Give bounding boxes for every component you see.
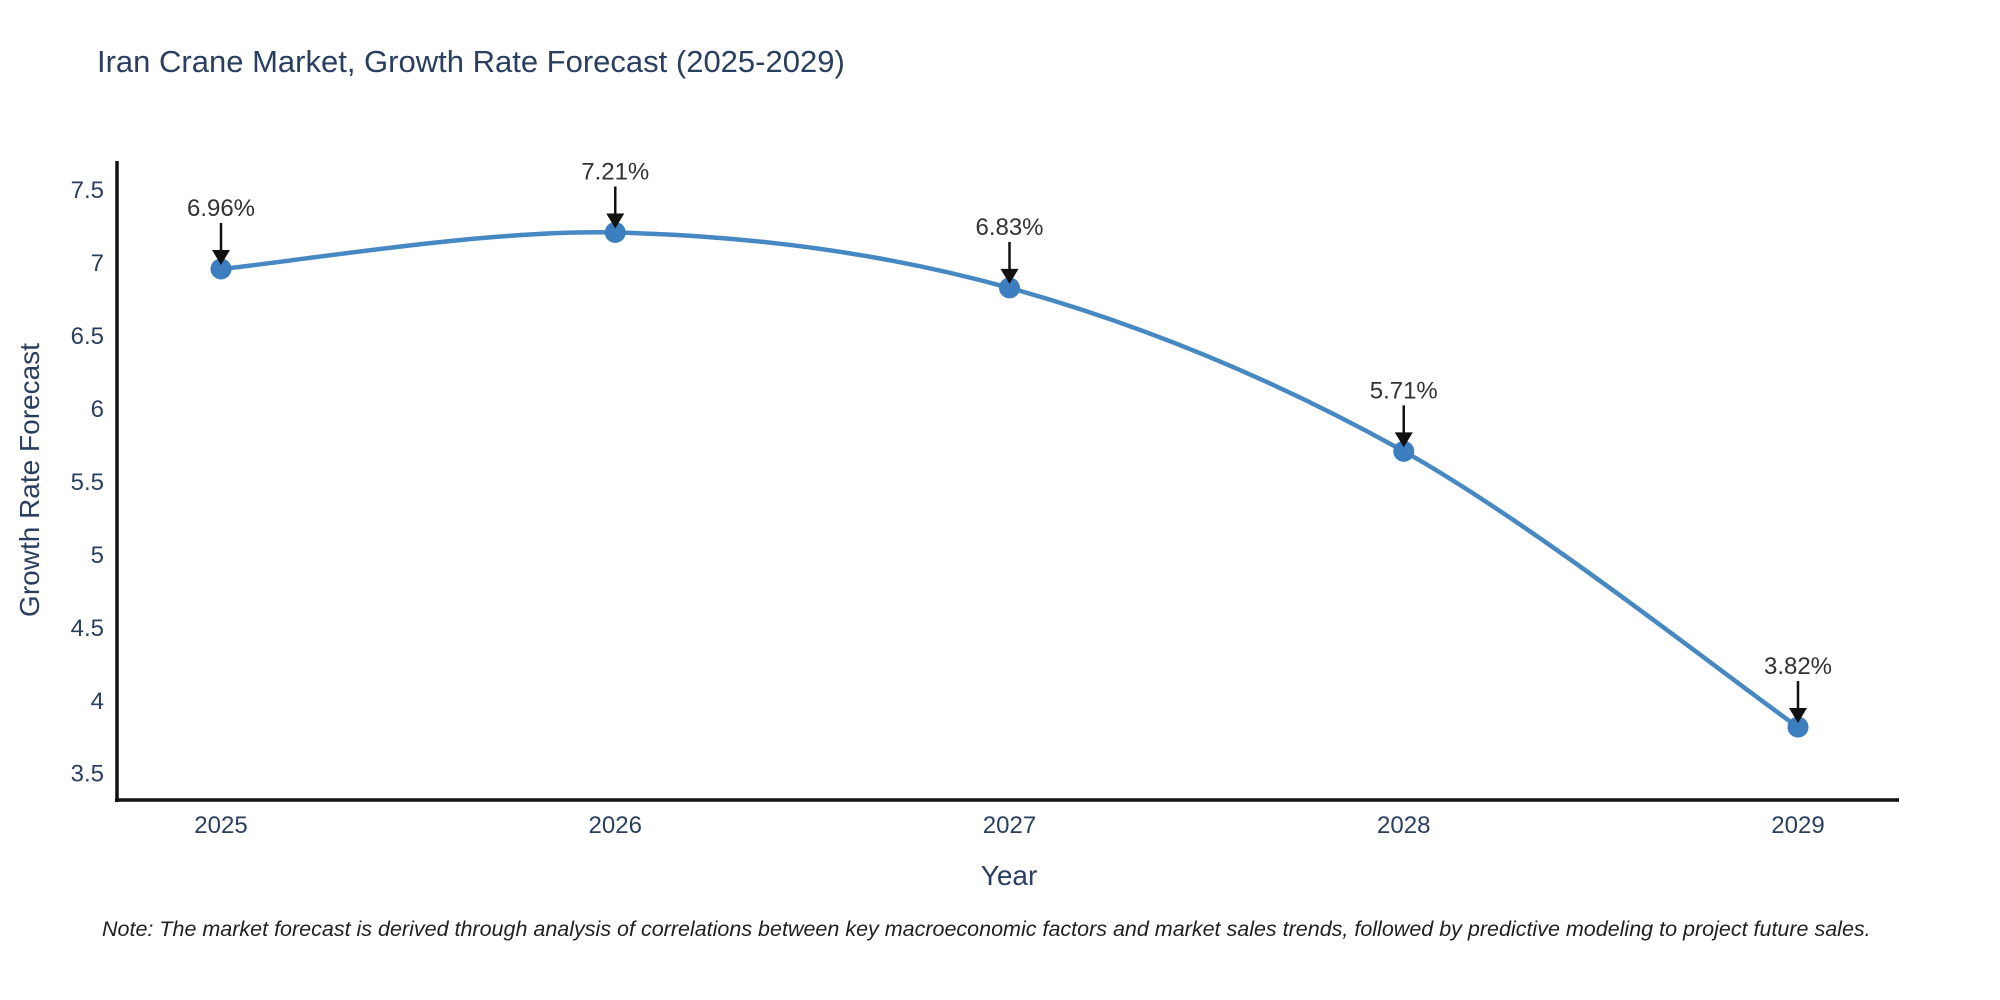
- annotation-arrowhead: [212, 249, 230, 265]
- x-axis-title: Year: [980, 860, 1038, 891]
- annotation-arrowhead: [606, 213, 625, 229]
- y-tick-label: 5.5: [71, 469, 104, 496]
- annotation-label: 6.96%: [187, 195, 255, 222]
- annotation-label: 5.71%: [1370, 377, 1438, 404]
- y-tick-label: 7: [91, 250, 104, 277]
- footnote: Note: The market forecast is derived thr…: [102, 917, 1871, 941]
- y-tick-label: 7.5: [71, 177, 104, 204]
- annotation-arrowhead: [1789, 708, 1807, 724]
- x-tick-label: 2027: [983, 812, 1036, 839]
- forecast-line: [218, 230, 1801, 730]
- data-point-2025: [210, 258, 232, 280]
- x-tick-label: 2028: [1377, 812, 1430, 839]
- data-point-2026: [604, 221, 626, 243]
- x-tick-label: 2026: [589, 812, 642, 839]
- y-tick-label: 4: [91, 688, 104, 715]
- y-tick-label: 5: [91, 542, 104, 569]
- y-tick-label: 4.5: [71, 615, 104, 642]
- chart-title: Iran Crane Market, Growth Rate Forecast …: [97, 44, 845, 79]
- data-point-2027: [999, 277, 1020, 299]
- data-point-2028: [1393, 440, 1415, 462]
- x-tick-label: 2029: [1771, 812, 1824, 839]
- annotation-label: 7.21%: [581, 158, 649, 185]
- annotation-arrowhead: [1000, 268, 1019, 284]
- annotation-label: 3.82%: [1764, 653, 1832, 680]
- data-point-2029: [1787, 716, 1809, 738]
- y-tick-label: 3.5: [71, 761, 104, 788]
- annotation-arrowhead: [1394, 432, 1413, 448]
- y-tick-label: 6: [91, 396, 104, 423]
- y-tick-label: 6.5: [71, 323, 104, 350]
- x-tick-label: 2025: [194, 812, 247, 839]
- annotation-label: 6.83%: [975, 214, 1043, 241]
